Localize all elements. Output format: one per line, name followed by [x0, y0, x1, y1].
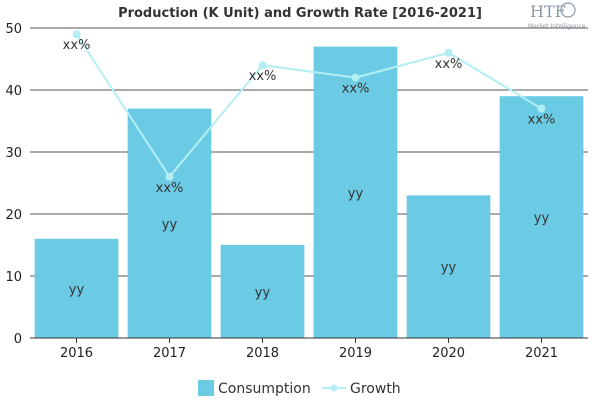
x-tick-label-2018: 2018	[246, 346, 279, 361]
logo-subtext: Market Intelligence	[528, 23, 586, 30]
bar-2018[interactable]	[220, 245, 305, 338]
x-tick-label-2017: 2017	[153, 346, 186, 361]
y-tick-label-0: 0	[14, 332, 22, 347]
growth-point-2016[interactable]	[72, 30, 81, 39]
growth-data-label-2019: xx%	[342, 82, 370, 97]
legend: Consumption Growth	[198, 380, 401, 397]
y-tick-label-50: 50	[5, 22, 22, 37]
axis-layer: 0 10 20 30 40 50 2016 2017 2018 2019 2020 2021	[5, 22, 588, 361]
bar-2021[interactable]	[499, 96, 584, 338]
growth-data-label-2021: xx%	[528, 113, 556, 128]
legend-item-growth[interactable]: Growth	[322, 381, 401, 397]
bar-2017[interactable]	[127, 108, 212, 338]
growth-point-2017[interactable]	[165, 172, 174, 181]
growth-data-label-2018: xx%	[249, 69, 277, 84]
legend-item-consumption[interactable]: Consumption	[198, 380, 311, 397]
logo: HTF Market Intelligence	[528, 2, 586, 30]
bar-data-label-2020: yy	[441, 261, 457, 276]
bar-2016[interactable]	[34, 238, 119, 338]
chart-title: Production (K Unit) and Growth Rate [201…	[118, 6, 482, 21]
growth-data-label-2020: xx%	[435, 57, 463, 72]
y-tick-label-30: 30	[5, 146, 22, 161]
bar-2020[interactable]	[406, 195, 491, 338]
growth-point-2019[interactable]	[351, 73, 360, 82]
bar-layer	[34, 46, 584, 338]
y-tick-label-20: 20	[5, 208, 22, 223]
bar-data-label-2018: yy	[255, 286, 271, 301]
bar-2019[interactable]	[313, 46, 398, 338]
y-tick-label-10: 10	[5, 270, 22, 285]
bar-data-label-2019: yy	[348, 186, 364, 201]
y-tick-label-40: 40	[5, 84, 22, 99]
x-tick-label-2021: 2021	[525, 346, 558, 361]
bar-data-label-2021: yy	[534, 211, 550, 226]
logo-globe-icon	[560, 2, 576, 18]
legend-swatch-consumption	[198, 380, 214, 396]
growth-data-label-2017: xx%	[156, 181, 184, 196]
legend-label-growth: Growth	[350, 381, 401, 397]
bar-data-label-2017: yy	[162, 217, 178, 232]
x-tick-label-2016: 2016	[60, 346, 93, 361]
logo-text: HTF	[530, 2, 566, 21]
bar-data-label-2016: yy	[69, 282, 85, 297]
x-tick-label-2019: 2019	[339, 346, 372, 361]
growth-point-2018[interactable]	[258, 61, 267, 70]
legend-label-consumption: Consumption	[218, 381, 311, 397]
growth-data-label-2016: xx%	[63, 38, 91, 53]
growth-line	[75, 33, 543, 179]
x-tick-label-2020: 2020	[432, 346, 465, 361]
line-layer	[72, 30, 546, 181]
legend-marker-growth	[330, 384, 338, 392]
growth-point-2020[interactable]	[444, 48, 453, 57]
growth-point-2021[interactable]	[537, 104, 546, 113]
label-layer: yy yy yy yy yy yy xx% xx% xx% xx% xx% xx%	[63, 38, 556, 300]
